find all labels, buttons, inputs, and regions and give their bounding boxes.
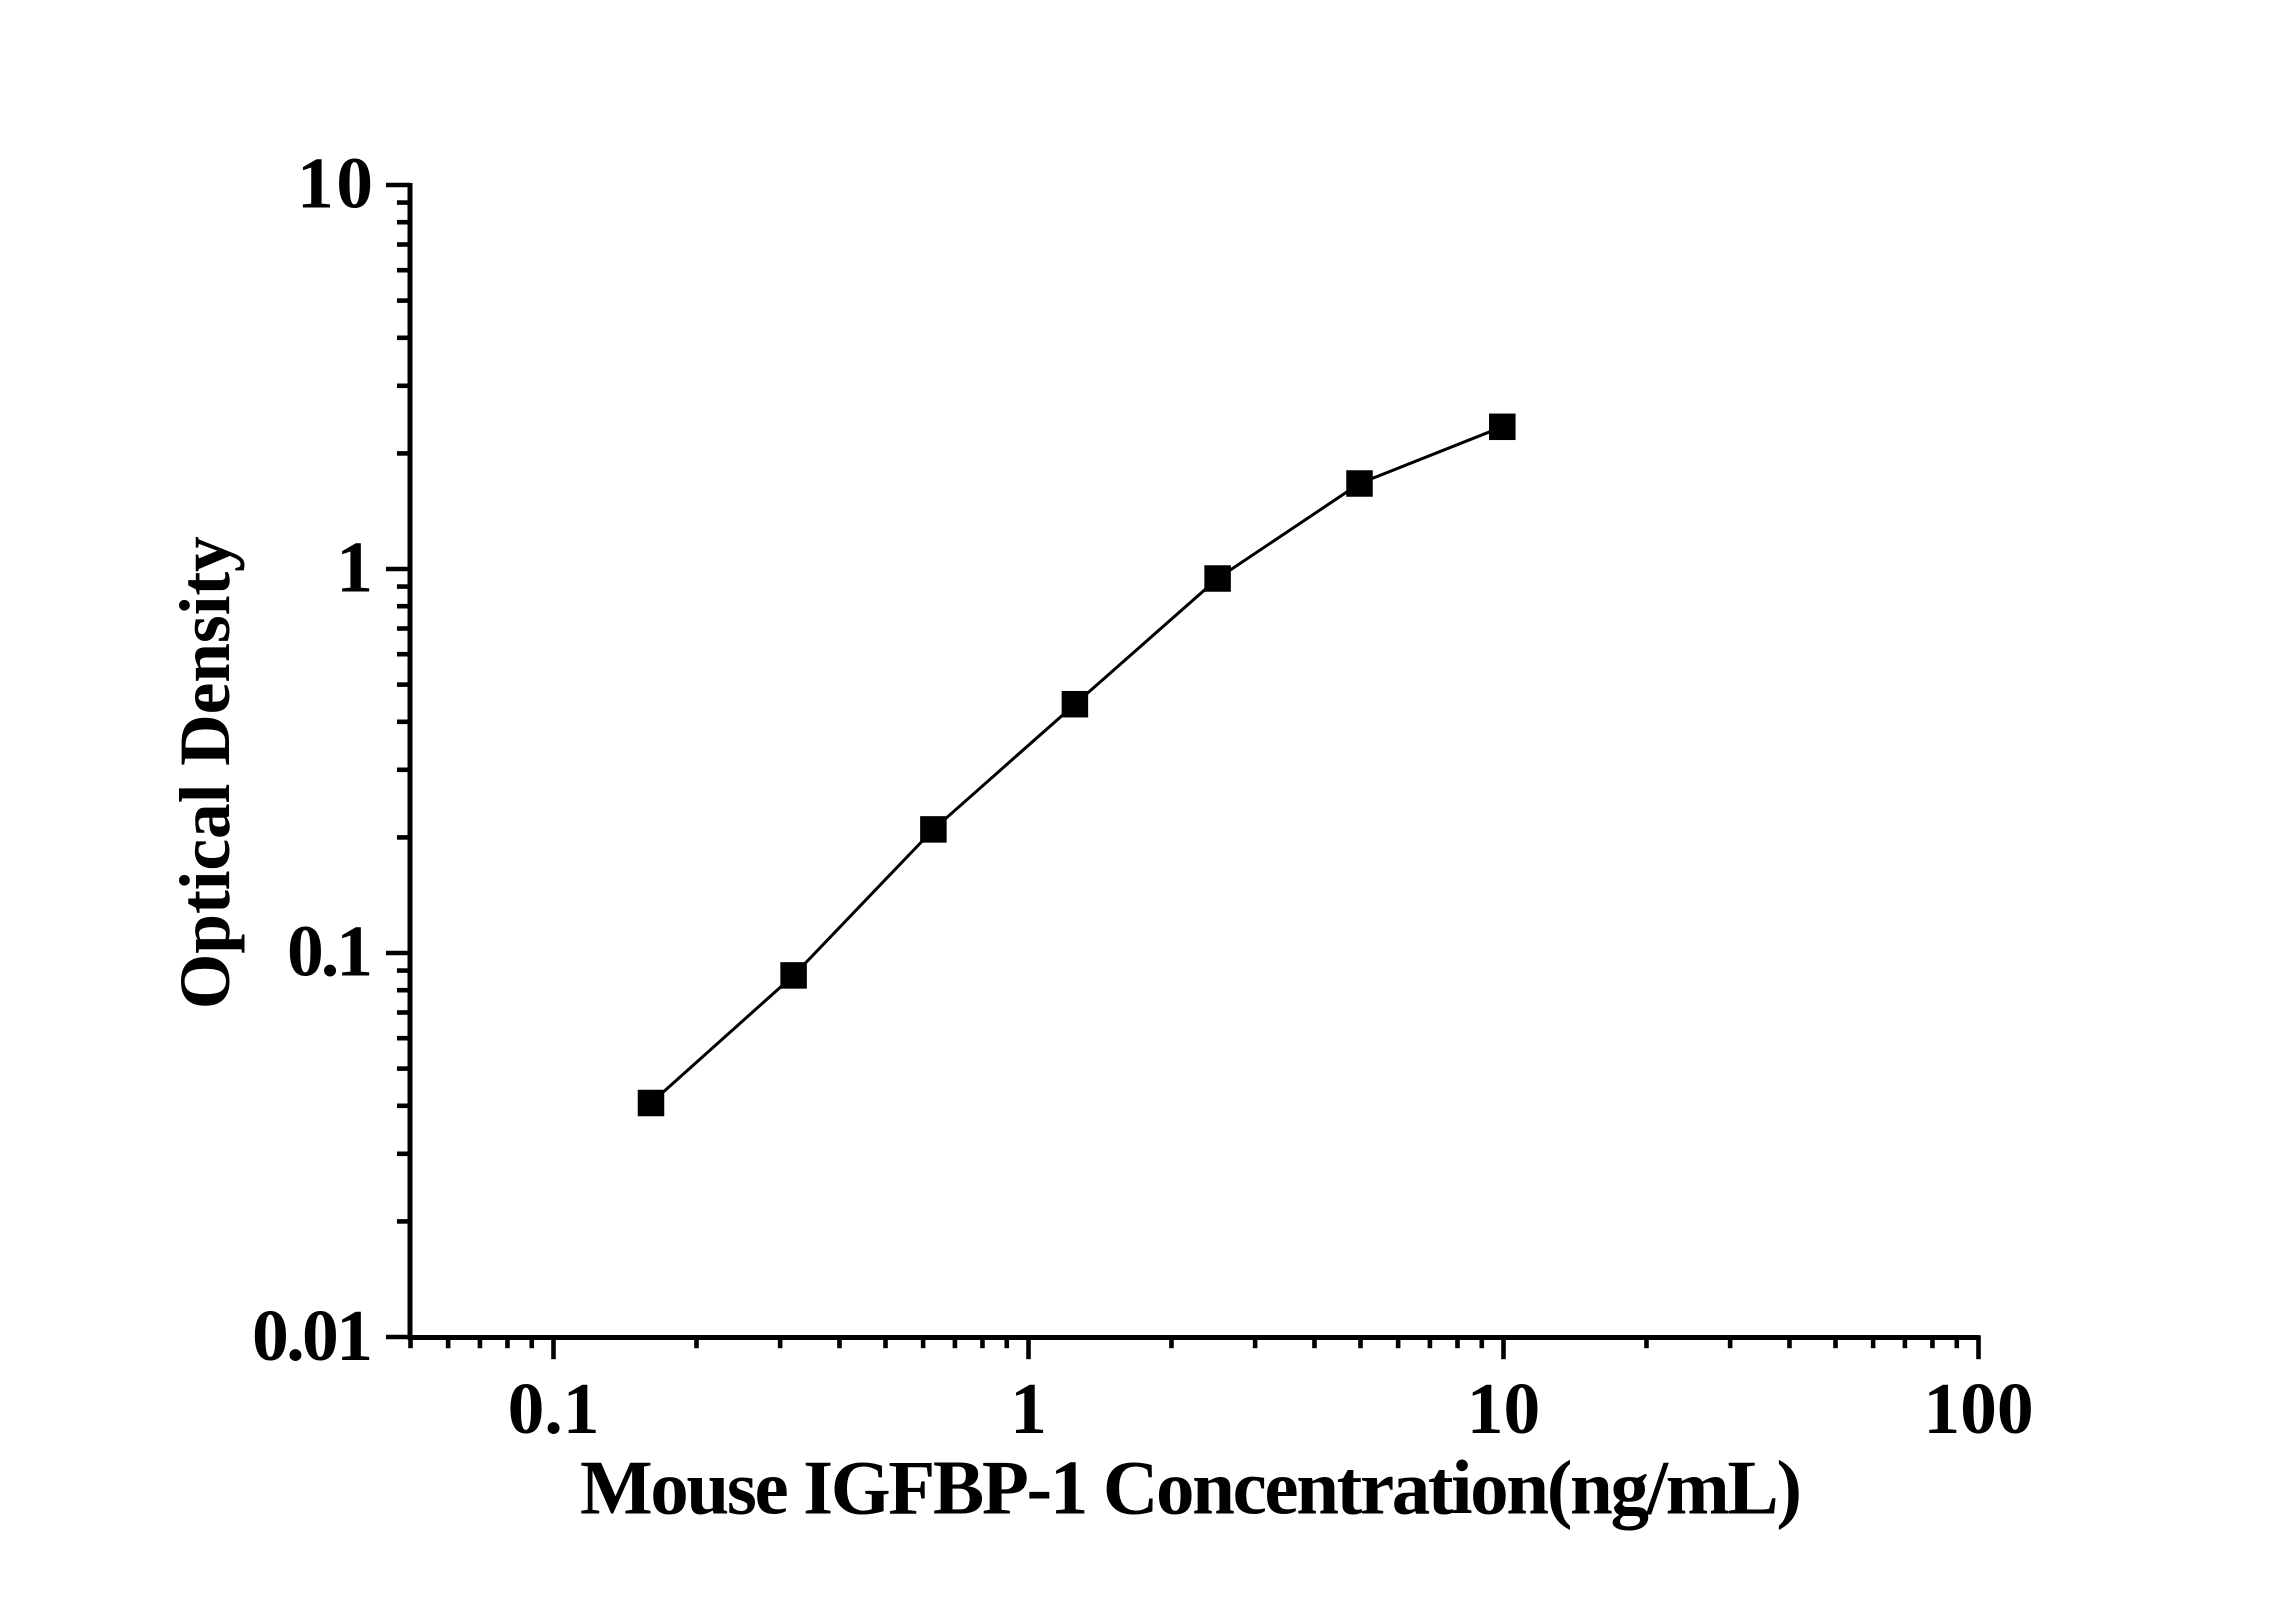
svg-text:1: 1 [336,527,373,608]
svg-text:10: 10 [1467,1368,1541,1449]
svg-text:0.1: 0.1 [287,911,373,992]
svg-text:0.1: 0.1 [508,1368,600,1449]
svg-text:Mouse IGFBP-1 Concentration(ng: Mouse IGFBP-1 Concentration(ng/mL) [580,1445,1802,1531]
svg-text:100: 100 [1923,1368,2033,1449]
svg-text:1: 1 [1010,1368,1047,1449]
svg-text:Optical Density: Optical Density [166,536,245,1009]
svg-text:0.01: 0.01 [252,1295,373,1376]
